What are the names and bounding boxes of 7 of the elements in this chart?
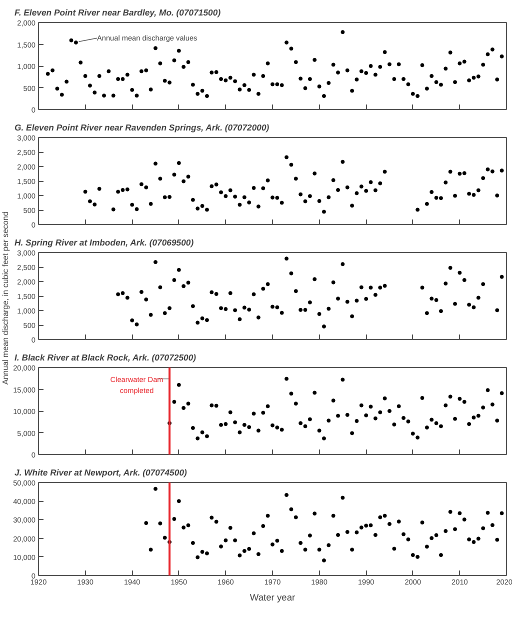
chart-title: I. Black River at Black Rock, Ark. (07072500)	[14, 352, 196, 362]
y-axis-title: Annual mean discharge, in cubic feet per second	[1, 212, 10, 385]
x-axis-title: Water year	[250, 592, 296, 602]
chart-title: H. Spring River at Imboden, Ark. (07069500)	[14, 238, 194, 248]
chart-title: J. White River at Newport, Ark. (07074500)	[14, 468, 188, 478]
chart-title: F. Eleven Point River near Bardley, Mo. (07071500)	[14, 8, 221, 18]
chart-title: G. Eleven Point River near Ravenden Springs, Ark. (07072000)	[14, 122, 270, 132]
